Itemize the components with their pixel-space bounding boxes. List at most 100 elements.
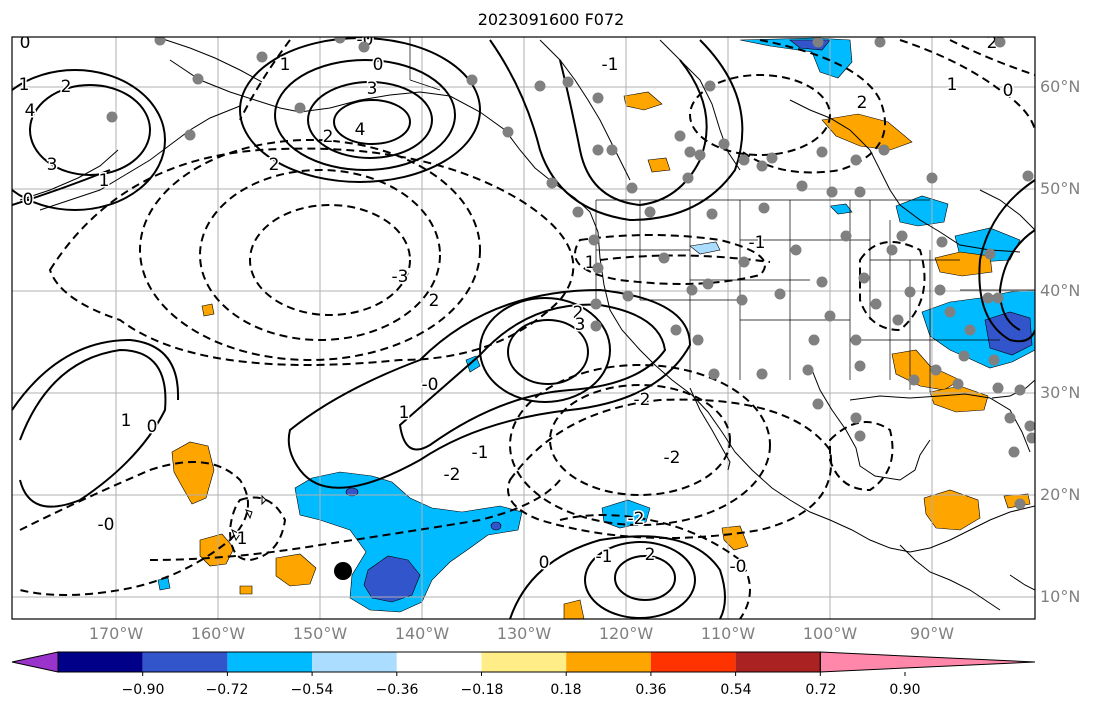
contour-label: -1 bbox=[472, 443, 489, 463]
colorbar-tick-label: 0.18 bbox=[550, 682, 582, 698]
station-dot bbox=[812, 37, 824, 48]
colorbar-extend-max bbox=[819, 651, 1036, 673]
colorbar-segment bbox=[58, 652, 143, 672]
contour-label: 0 bbox=[539, 553, 550, 573]
station-dot bbox=[466, 74, 478, 86]
colorbar-segment bbox=[735, 652, 821, 672]
station-dot bbox=[606, 144, 618, 156]
lon-label: 170°W bbox=[88, 624, 144, 643]
lat-label: 30°N bbox=[1040, 383, 1081, 402]
station-dot bbox=[686, 284, 698, 296]
contour-label: 3 bbox=[575, 315, 586, 335]
contour-label: 2 bbox=[857, 93, 868, 113]
station-dot bbox=[984, 248, 996, 260]
contour-label: 2 bbox=[645, 545, 656, 565]
station-dot bbox=[870, 298, 882, 310]
station-dot bbox=[592, 144, 604, 156]
station-dot bbox=[808, 334, 820, 346]
station-dot bbox=[534, 80, 546, 92]
station-dot bbox=[546, 177, 558, 189]
colorbar-segment bbox=[227, 652, 313, 672]
station-dot bbox=[992, 292, 1004, 304]
station-dot bbox=[892, 314, 904, 326]
station-dot bbox=[704, 80, 716, 92]
station-dot bbox=[192, 73, 204, 85]
station-dot bbox=[904, 286, 916, 298]
station-dot bbox=[1004, 412, 1016, 424]
station-dot bbox=[896, 230, 908, 242]
station-dot bbox=[926, 172, 938, 184]
contour-lines bbox=[12, 37, 1035, 619]
contour-label: 0 bbox=[23, 190, 34, 210]
contour-label: 1 bbox=[237, 529, 248, 549]
station-dot bbox=[572, 206, 584, 218]
contour-label: 1 bbox=[121, 411, 132, 431]
station-dot bbox=[702, 278, 714, 290]
station-dot bbox=[758, 202, 770, 214]
station-dot bbox=[658, 252, 670, 264]
station-dot bbox=[1014, 384, 1026, 396]
contour-label: 0 bbox=[373, 55, 384, 75]
contour-label: -1 bbox=[749, 233, 766, 253]
contour-label: -0 bbox=[422, 375, 439, 395]
station-dot bbox=[694, 149, 706, 161]
station-dot bbox=[736, 294, 748, 306]
lon-label: 130°W bbox=[496, 624, 552, 643]
coastlines bbox=[19, 37, 1035, 611]
colorbar-segment bbox=[396, 652, 482, 672]
lon-label: 90°W bbox=[909, 624, 955, 643]
weak-negative-area bbox=[689, 241, 721, 255]
station-dot bbox=[692, 334, 704, 346]
lat-label: 10°N bbox=[1040, 587, 1081, 606]
contour-label: -2 bbox=[444, 465, 461, 485]
station-dot bbox=[294, 102, 306, 114]
station-dot bbox=[1022, 170, 1034, 182]
positive-shading-area bbox=[821, 113, 913, 151]
station-dot bbox=[886, 244, 898, 256]
station-dot bbox=[992, 382, 1004, 394]
storm-center-marker bbox=[334, 562, 352, 580]
contour-label: -2 bbox=[634, 390, 651, 410]
contour-label: 1 bbox=[399, 403, 410, 423]
contour-label: 4 bbox=[25, 101, 36, 121]
station-dot bbox=[802, 364, 814, 376]
station-dot bbox=[1026, 432, 1035, 444]
lon-label: 120°W bbox=[598, 624, 654, 643]
station-dot bbox=[622, 290, 634, 302]
colorbar-frame bbox=[57, 651, 821, 673]
station-dot bbox=[994, 37, 1006, 48]
station-dot bbox=[858, 272, 870, 284]
contour-label: 3 bbox=[367, 79, 378, 99]
positive-shading-area bbox=[171, 441, 215, 505]
colorbar-segment bbox=[650, 652, 736, 672]
station-dot bbox=[854, 430, 866, 442]
station-dot bbox=[878, 144, 890, 156]
lat-label: 60°N bbox=[1040, 77, 1081, 96]
colorbar-tick-label: 0.36 bbox=[635, 682, 667, 698]
lon-label: 100°W bbox=[802, 624, 858, 643]
station-dot bbox=[708, 368, 720, 380]
colorbar-segment bbox=[142, 652, 228, 672]
contour-label: -1 bbox=[602, 55, 619, 75]
positive-shading-area bbox=[647, 157, 671, 173]
station-dot bbox=[854, 360, 866, 372]
dashed-contour-lines bbox=[19, 39, 1035, 619]
negative-shading-area bbox=[739, 37, 853, 79]
station-dot bbox=[850, 412, 862, 424]
station-dot bbox=[790, 244, 802, 256]
colorbar-tick-label: −0.36 bbox=[375, 682, 419, 698]
station-dot bbox=[756, 160, 768, 172]
station-dot bbox=[1024, 420, 1035, 432]
contour-label: -3 bbox=[392, 267, 409, 287]
negative-shading-area bbox=[895, 195, 949, 227]
lat-label: 50°N bbox=[1040, 179, 1081, 198]
contour-label: 1 bbox=[947, 75, 958, 95]
station-dot bbox=[562, 76, 574, 88]
colorbar-segment bbox=[566, 652, 651, 672]
station-dot bbox=[738, 256, 750, 268]
station-dot bbox=[590, 298, 602, 310]
station-dot bbox=[154, 37, 166, 46]
station-dot bbox=[796, 180, 808, 192]
